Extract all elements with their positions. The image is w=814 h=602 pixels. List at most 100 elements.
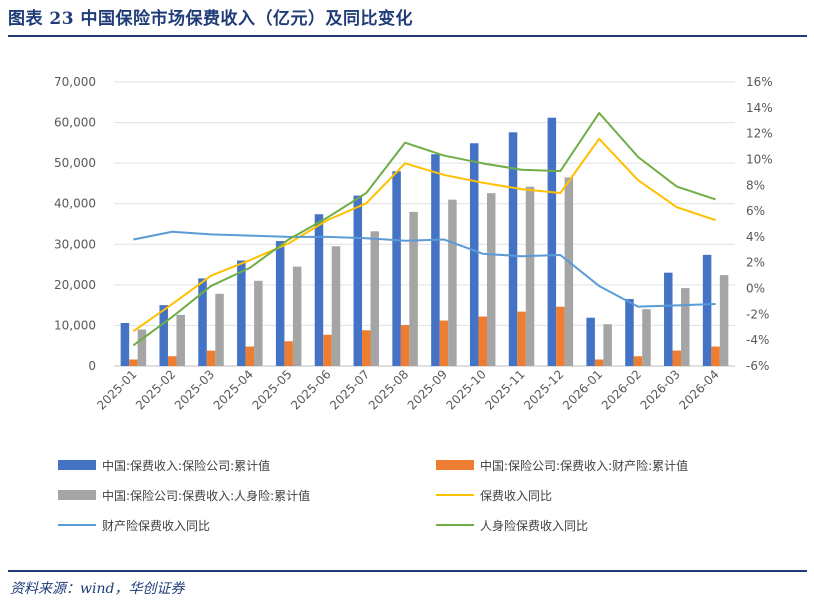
left-axis-tick-label: 10,000 xyxy=(54,318,96,332)
x-axis-tick-label: 2025-08 xyxy=(366,367,411,412)
right-axis-tick-label: -6% xyxy=(746,359,769,373)
source-note: 资料来源：wind，华创证券 xyxy=(10,581,185,597)
x-axis-tick-label: 2025-10 xyxy=(443,367,488,412)
x-axis-ticks: 2025-012025-022025-032025-042025-052025-… xyxy=(94,367,722,412)
legend-label: 财产险保费收入同比 xyxy=(102,518,210,533)
right-axis-tick-label: 4% xyxy=(746,230,765,244)
footer-divider xyxy=(8,570,807,572)
bar-property xyxy=(672,350,682,366)
bar-life xyxy=(370,231,380,366)
bar-property xyxy=(594,359,604,366)
x-axis-tick-label: 2025-01 xyxy=(94,367,139,412)
bar-life xyxy=(292,266,302,366)
bars xyxy=(120,117,729,367)
legend-swatch-property xyxy=(436,460,474,470)
left-axis-tick-label: 0 xyxy=(88,359,96,373)
grid-lines xyxy=(114,81,735,367)
legend-swatch-life xyxy=(58,490,96,500)
bar-life xyxy=(137,329,147,366)
bar-life xyxy=(525,186,535,366)
bar-life xyxy=(564,177,574,366)
bar-total xyxy=(469,143,479,366)
bar-total xyxy=(159,305,168,366)
bar-total xyxy=(586,317,595,366)
legend-swatch-total xyxy=(58,460,96,470)
line-life_yoy xyxy=(132,111,716,347)
line-total_yoy xyxy=(132,137,716,332)
bar-property xyxy=(206,350,216,366)
x-axis-tick-label: 2025-06 xyxy=(288,367,333,412)
bar-total xyxy=(431,154,440,366)
left-axis-tick-label: 70,000 xyxy=(54,75,96,89)
left-axis-tick-label: 20,000 xyxy=(54,278,96,292)
legend-label: 中国:保费收入:保险公司:累计值 xyxy=(102,458,270,473)
right-axis-tick-label: 2% xyxy=(746,256,765,270)
right-axis-tick-label: 8% xyxy=(746,178,765,192)
legend: 中国:保费收入:保险公司:累计值 中国:保险公司:保费收入:财产险:累计值中国:保… xyxy=(58,458,688,533)
right-axis-tick-label: 16% xyxy=(746,75,773,89)
right-axis-tick-label: 12% xyxy=(746,127,773,141)
legend-label: 保费收入同比 xyxy=(480,489,552,503)
right-axis-tick-label: 6% xyxy=(746,204,765,218)
right-axis-tick-label: 0% xyxy=(746,282,765,296)
bar-life xyxy=(254,280,263,366)
bar-total xyxy=(353,195,363,366)
right-axis-tick-label: 10% xyxy=(746,152,773,166)
x-axis-tick-label: 2025-03 xyxy=(172,367,217,412)
bar-life xyxy=(642,309,651,366)
bar-property xyxy=(284,341,293,366)
bar-life xyxy=(331,246,341,366)
bar-total xyxy=(237,260,246,366)
left-axis-tick-label: 60,000 xyxy=(54,116,96,130)
x-axis-tick-label: 2026-01 xyxy=(560,367,605,412)
bar-property xyxy=(167,356,177,366)
bar-total xyxy=(392,171,401,366)
x-axis-tick-label: 2025-02 xyxy=(133,367,178,412)
right-axis-ticks: -6% -4% -2% 0% 2% 4% 6% 8% 10% 12% 14% 16% xyxy=(746,75,773,373)
left-axis-tick-label: 50,000 xyxy=(54,156,96,170)
bar-total xyxy=(120,322,130,366)
left-axis-tick-label: 40,000 xyxy=(54,197,96,211)
bar-property xyxy=(633,356,643,366)
bar-life xyxy=(603,324,612,366)
title-divider xyxy=(8,35,807,37)
bar-total xyxy=(625,299,634,366)
x-axis-tick-label: 2025-11 xyxy=(482,367,527,412)
x-axis-tick-label: 2026-04 xyxy=(676,367,721,412)
bar-life xyxy=(486,193,496,366)
right-axis-tick-label: -4% xyxy=(746,333,769,347)
x-axis-tick-label: 2025-04 xyxy=(211,367,256,412)
x-axis-tick-label: 2025-12 xyxy=(521,367,566,412)
bar-property xyxy=(362,330,371,366)
x-axis-tick-label: 2025-09 xyxy=(405,367,450,412)
bar-total xyxy=(508,132,518,366)
bar-life xyxy=(719,275,729,366)
bar-total xyxy=(198,278,207,366)
x-axis-tick-label: 2026-03 xyxy=(638,367,683,412)
bar-property xyxy=(478,316,487,366)
left-axis-tick-label: 30,000 xyxy=(54,237,96,251)
x-axis-tick-label: 2025-05 xyxy=(249,367,294,412)
legend-label: 中国:保险公司:保费收入:人身险:累计值 xyxy=(102,488,310,503)
bar-total xyxy=(702,254,712,366)
bar-property xyxy=(400,325,410,366)
bar-property xyxy=(517,311,526,366)
bar-total xyxy=(664,272,673,366)
line-property_yoy xyxy=(133,230,716,308)
bar-life xyxy=(681,288,690,366)
bar-total xyxy=(314,214,324,366)
x-axis-tick-label: 2026-02 xyxy=(599,367,644,412)
right-axis-tick-label: 14% xyxy=(746,101,773,115)
x-axis-tick-label: 2025-07 xyxy=(327,367,372,412)
bar-property xyxy=(245,346,255,366)
left-axis-ticks: 0 10,000 20,000 30,000 40,000 50,000 60,000 70,… xyxy=(54,75,96,373)
bar-property xyxy=(711,346,720,366)
bar-life xyxy=(176,314,185,366)
right-axis-tick-label: -2% xyxy=(746,307,769,321)
bar-property xyxy=(129,359,138,366)
bar-life xyxy=(448,199,457,366)
chart: 0 10,000 20,000 30,000 40,000 50,000 60,000 70,… xyxy=(54,75,773,533)
bar-total xyxy=(275,241,285,366)
legend-label: 中国:保险公司:保费收入:财产险:累计值 xyxy=(480,458,688,473)
figure-title: 图表 23 中国保险市场保费收入（亿元）及同比变化 xyxy=(8,9,413,29)
